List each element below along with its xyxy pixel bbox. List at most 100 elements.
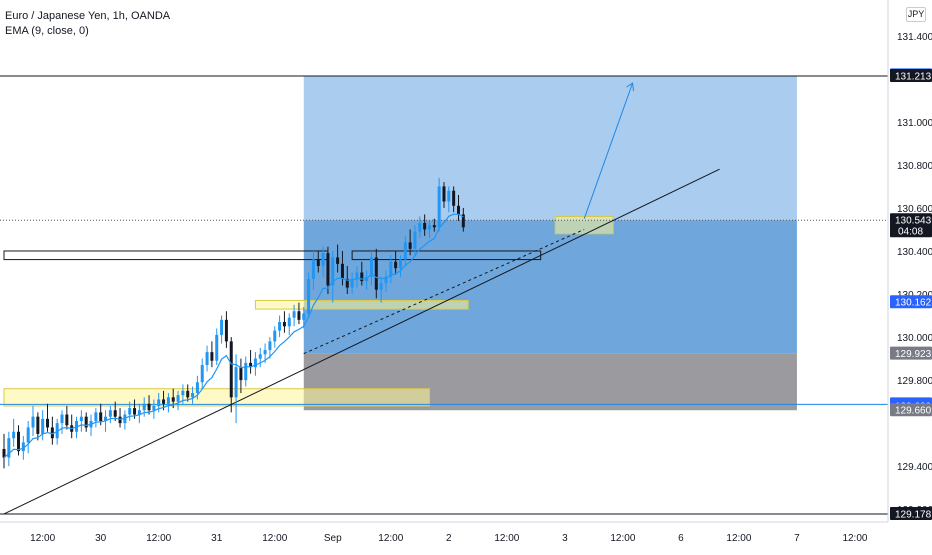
candle-body bbox=[282, 322, 286, 327]
candle-body bbox=[297, 311, 301, 320]
candle-body bbox=[321, 253, 325, 267]
candle-body bbox=[157, 399, 161, 406]
candle-body bbox=[389, 261, 393, 277]
candle-body bbox=[360, 272, 364, 282]
candle-body bbox=[437, 186, 441, 228]
candle-body bbox=[355, 272, 359, 279]
price-tag-129.178 bbox=[890, 506, 932, 520]
candle-body bbox=[287, 317, 291, 327]
candle-body bbox=[249, 362, 253, 368]
candle-body bbox=[84, 416, 88, 428]
candle-body bbox=[350, 278, 354, 288]
candle-body bbox=[229, 341, 233, 398]
candle-body bbox=[94, 412, 98, 421]
candle-body bbox=[442, 186, 446, 202]
projection-arrow-head bbox=[626, 82, 635, 92]
candle-body bbox=[302, 313, 306, 320]
candle-body bbox=[133, 408, 137, 415]
chart-legend: Euro / Japanese Yen, 1h, OANDA EMA (9, c… bbox=[5, 9, 170, 39]
candle-body bbox=[316, 259, 320, 267]
candle-body bbox=[234, 367, 238, 398]
candle-body bbox=[12, 431, 16, 439]
y-tick-label: 130.000 bbox=[897, 333, 932, 344]
y-tick-label: 131.400 bbox=[897, 32, 932, 43]
candle-body bbox=[46, 418, 50, 428]
x-tick-label: 12:00 bbox=[146, 533, 171, 544]
candle-body bbox=[176, 395, 180, 402]
price-tag-131.213 bbox=[890, 69, 932, 83]
candle-body bbox=[253, 358, 257, 368]
candle-body bbox=[307, 278, 311, 314]
level-box-0 bbox=[3, 250, 329, 261]
countdown-label: 04:08 bbox=[898, 227, 923, 238]
candle-body bbox=[408, 242, 412, 249]
candle-body bbox=[17, 431, 21, 452]
candle-body bbox=[65, 414, 69, 426]
candle-body bbox=[427, 225, 431, 230]
currency-button[interactable]: JPY bbox=[906, 7, 926, 22]
candle-body bbox=[21, 442, 25, 452]
candle-body bbox=[336, 257, 340, 264]
x-tick-label: 12:00 bbox=[378, 533, 403, 544]
price-tag-130.543 bbox=[890, 213, 932, 238]
candle-body bbox=[413, 231, 417, 249]
candle-body bbox=[205, 352, 209, 366]
candle-body bbox=[398, 259, 402, 269]
x-tick-label: 31 bbox=[211, 533, 223, 544]
candle-body bbox=[423, 223, 427, 230]
x-tick-label: 7 bbox=[794, 533, 800, 544]
price-tag-label: 129.660 bbox=[895, 406, 932, 417]
candle-body bbox=[403, 242, 407, 260]
candle-body bbox=[118, 416, 122, 424]
candle-body bbox=[447, 190, 451, 202]
candle-body bbox=[326, 253, 330, 286]
x-tick-label: 30 bbox=[95, 533, 107, 544]
candle-body bbox=[239, 367, 243, 381]
candle-body bbox=[220, 319, 224, 335]
candle-body bbox=[432, 225, 436, 228]
candle-body bbox=[50, 427, 54, 439]
y-tick-label: 129.800 bbox=[897, 376, 932, 387]
candle-body bbox=[263, 349, 267, 355]
y-tick-label: 130.800 bbox=[897, 161, 932, 172]
target-zone bbox=[303, 76, 797, 221]
candle-body bbox=[99, 412, 103, 421]
candle-body bbox=[418, 223, 422, 232]
candle-body bbox=[31, 416, 35, 428]
candle-body bbox=[268, 341, 272, 350]
price-tag-label: 131.213 bbox=[895, 72, 932, 83]
candle-body bbox=[215, 334, 219, 361]
candle-body bbox=[113, 410, 117, 417]
candle-body bbox=[152, 405, 156, 411]
price-tag-label: 129.923 bbox=[895, 349, 932, 360]
x-tick-label: 12:00 bbox=[30, 533, 55, 544]
candle-body bbox=[278, 322, 282, 331]
candle-body bbox=[210, 352, 214, 361]
candle-body bbox=[345, 278, 349, 288]
plot-area: EURJPYEuro / Japanese Yen bbox=[0, 75, 888, 515]
candle-body bbox=[195, 382, 199, 394]
level-box-2 bbox=[3, 388, 430, 407]
x-tick-label: 2 bbox=[446, 533, 452, 544]
candle-body bbox=[331, 257, 335, 286]
candle-body bbox=[26, 427, 30, 443]
candle-body bbox=[41, 418, 45, 434]
x-tick-label: Sep bbox=[324, 533, 342, 544]
candle-body bbox=[171, 397, 175, 402]
candle-body bbox=[147, 403, 151, 411]
candle-body bbox=[200, 365, 204, 383]
candle-body bbox=[181, 390, 185, 396]
y-tick-label: 131.000 bbox=[897, 118, 932, 129]
candle-body bbox=[60, 414, 64, 424]
candle-body bbox=[273, 330, 277, 342]
candle-body bbox=[311, 259, 315, 279]
y-tick-label: 130.400 bbox=[897, 247, 932, 258]
candle-body bbox=[36, 416, 40, 434]
price-tag-129.660 bbox=[890, 403, 932, 417]
price-tag-129.923 bbox=[890, 346, 932, 360]
price-tag-label: 130.162 bbox=[895, 298, 932, 309]
symbol-title: Euro / Japanese Yen, 1h, OANDA bbox=[5, 10, 171, 22]
x-tick-label: 12:00 bbox=[842, 533, 867, 544]
